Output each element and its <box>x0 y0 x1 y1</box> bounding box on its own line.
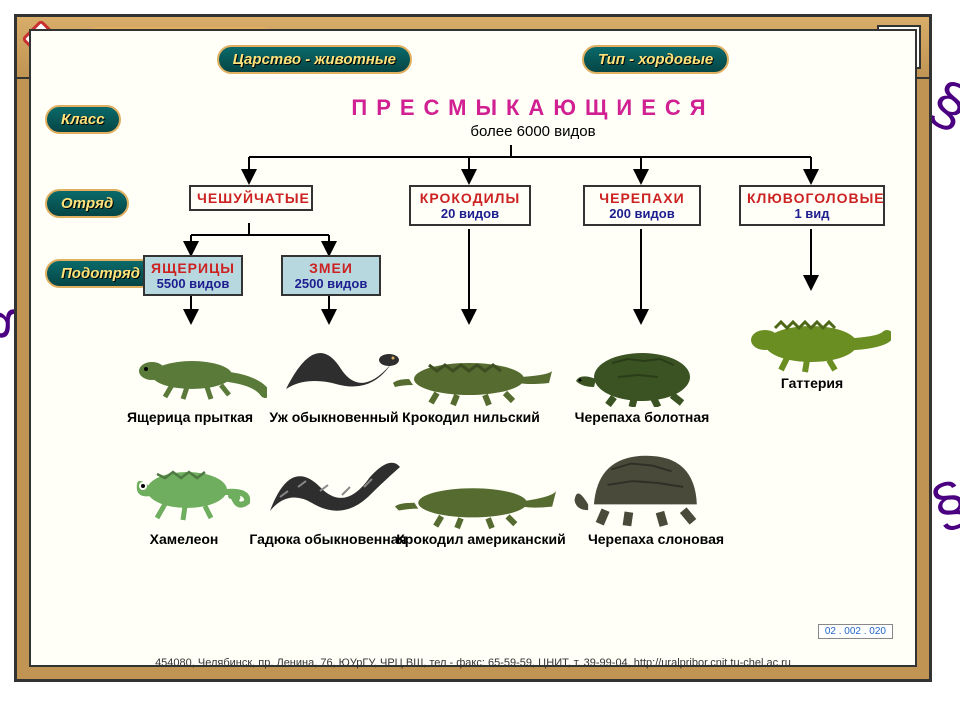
suborder-name: ЯЩЕРИЦЫ <box>151 260 235 276</box>
animal-viper <box>247 437 412 527</box>
order-count: 20 видов <box>417 206 523 221</box>
suborder-lizards-box: ЯЩЕРИЦЫ 5500 видов <box>143 255 243 296</box>
animal-label: Крокодил нильский <box>386 409 556 425</box>
suborder-count: 5500 видов <box>151 276 235 291</box>
animal-pond-turluttle <box>559 327 724 417</box>
order-crocodilia-box: КРОКОДИЛЫ 20 видов <box>409 185 531 226</box>
order-name: ЧЕРЕПАХИ <box>591 190 693 206</box>
animal-lizard <box>109 323 274 413</box>
animal-label: Черепаха болотная <box>557 409 727 425</box>
suborder-name: ЗМЕИ <box>289 260 373 276</box>
animal-american-crocodile <box>393 451 558 541</box>
poster-body: Царство - животные Тип - хордовые Класс … <box>29 29 917 667</box>
animal-label: Черепаха слоновая <box>571 531 741 547</box>
order-squamata-box: ЧЕШУЙЧАТЫЕ <box>189 185 313 211</box>
animal-nile-crocodile <box>389 327 554 417</box>
animal-tuatara <box>731 291 891 381</box>
order-testudines-box: ЧЕРЕПАХИ 200 видов <box>583 185 701 226</box>
animal-label: Крокодил американский <box>386 531 576 547</box>
animal-giant-tortoise <box>559 437 724 527</box>
animal-label: Гаттерия <box>727 375 897 391</box>
order-count: 200 видов <box>591 206 693 221</box>
suborder-count: 2500 видов <box>289 276 373 291</box>
poster-code: 02 . 002 . 020 <box>818 624 893 639</box>
order-name: ЧЕШУЙЧАТЫЕ <box>197 190 305 206</box>
animal-chameleon <box>101 441 266 531</box>
order-count: 1 вид <box>747 206 877 221</box>
order-rhyn-box: КЛЮВОГОЛОВЫЕ 1 вид <box>739 185 885 226</box>
poster-frame: БИОЛОГИЯ ЖИВОТНЫЕ Царство - животные Тип… <box>14 14 932 682</box>
suborder-snakes-box: ЗМЕИ 2500 видов <box>281 255 381 296</box>
poster-footer: 454080, Челябинск, пр. Ленина, 76, ЮУрГУ… <box>29 657 917 669</box>
order-name: КЛЮВОГОЛОВЫЕ <box>747 190 877 206</box>
order-name: КРОКОДИЛЫ <box>417 190 523 206</box>
